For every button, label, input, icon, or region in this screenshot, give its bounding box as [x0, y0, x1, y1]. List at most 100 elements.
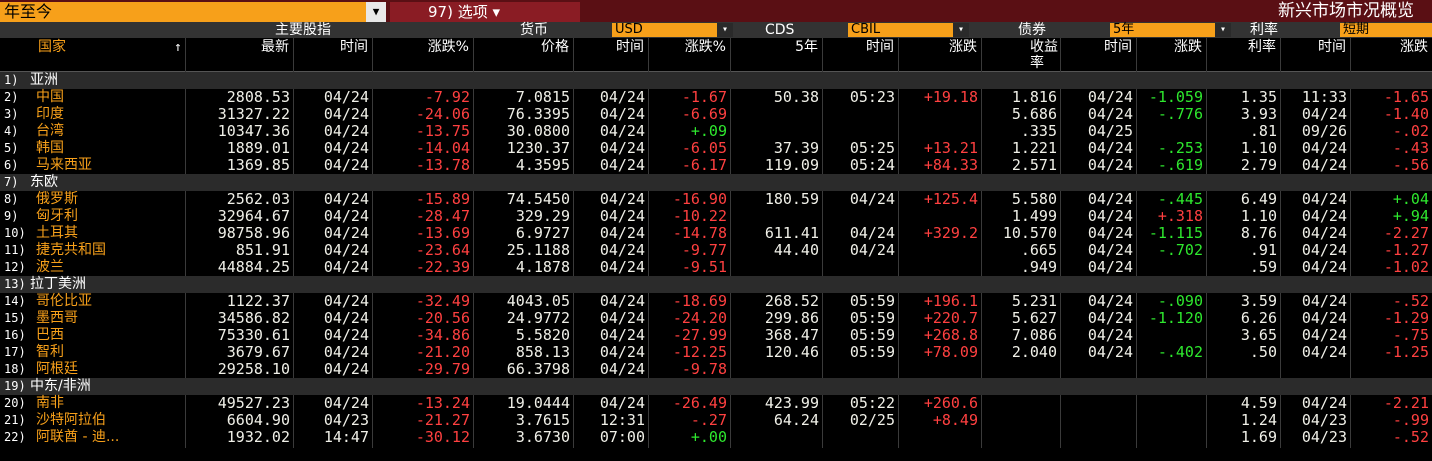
data-cell: -1.115	[1148, 225, 1203, 242]
column-header[interactable]: 时间	[616, 39, 644, 55]
column-separator	[1136, 38, 1137, 448]
column-separator	[1350, 38, 1351, 448]
data-cell: 858.13	[515, 344, 570, 361]
column-header[interactable]: 涨跌	[1400, 39, 1428, 55]
data-cell: 04/25	[1087, 123, 1133, 140]
data-cell: -.619	[1157, 157, 1203, 174]
country-name[interactable]: 马来西亚	[36, 157, 92, 173]
data-cell: 64.24	[773, 412, 819, 429]
selector-dropdown[interactable]: ▾	[953, 23, 969, 37]
section-selector[interactable]: USD	[612, 23, 717, 37]
data-cell: 5.686	[1011, 106, 1057, 123]
data-cell: 1.499	[1011, 208, 1057, 225]
column-header[interactable]: 价格	[541, 39, 569, 55]
data-cell: 34586.82	[217, 310, 290, 327]
data-cell: 04/24	[599, 395, 645, 412]
data-cell: -32.49	[415, 293, 470, 310]
section-label: 利率	[1250, 22, 1278, 38]
data-cell: 05:59	[849, 310, 895, 327]
group-label[interactable]: 亚洲	[30, 72, 58, 88]
data-cell: 37.39	[773, 140, 819, 157]
options-menu[interactable]: 97) 选项 ▾	[428, 3, 501, 21]
column-separator	[898, 38, 899, 448]
options-label[interactable]: 97) 选项	[428, 3, 488, 21]
group-label[interactable]: 拉丁美洲	[30, 276, 86, 292]
data-cell: -13.75	[415, 123, 470, 140]
section-selector[interactable]: 短期	[1340, 23, 1432, 37]
group-label[interactable]: 东欧	[30, 174, 58, 190]
country-name[interactable]: 智利	[36, 344, 64, 360]
section-label: 货币	[520, 22, 548, 38]
column-header[interactable]: 涨跌	[1174, 39, 1202, 55]
data-cell: 1122.37	[226, 293, 290, 310]
data-cell: 04/24	[1301, 191, 1347, 208]
country-name[interactable]: 阿联酋 - 迪...	[36, 429, 120, 445]
column-header[interactable]: 5年	[795, 39, 818, 55]
data-cell: .81	[1249, 123, 1277, 140]
country-name[interactable]: 俄罗斯	[36, 191, 78, 207]
data-cell: 04/24	[1301, 327, 1347, 344]
column-separator	[185, 38, 186, 448]
country-name[interactable]: 台湾	[36, 123, 64, 139]
section-selector[interactable]: 5年	[1110, 23, 1215, 37]
data-cell: 04/24	[1301, 106, 1347, 123]
country-name[interactable]: 捷克共和国	[36, 242, 106, 258]
data-cell: 04/24	[323, 157, 369, 174]
data-cell: 6.9727	[515, 225, 570, 242]
data-cell: 8.76	[1240, 225, 1277, 242]
group-number: 13)	[4, 277, 26, 291]
period-dropdown[interactable]: ▼	[366, 2, 386, 22]
data-cell: 04/24	[599, 310, 645, 327]
country-name[interactable]: 韩国	[36, 140, 64, 156]
data-cell: 04/24	[1087, 140, 1133, 157]
column-header[interactable]: 涨跌%	[427, 39, 469, 55]
country-name[interactable]: 巴西	[36, 327, 64, 343]
column-header[interactable]: 时间	[1104, 39, 1132, 55]
data-cell: 04/24	[1087, 208, 1133, 225]
data-cell: 1.816	[1011, 89, 1057, 106]
period-field[interactable]: 年至今	[0, 2, 366, 22]
data-cell: 368.47	[764, 327, 819, 344]
data-cell: -.27	[690, 412, 727, 429]
country-name[interactable]: 墨西哥	[36, 310, 78, 326]
data-cell: +196.1	[923, 293, 978, 310]
data-cell: 04/24	[599, 361, 645, 378]
column-header[interactable]: 时间	[340, 39, 368, 55]
data-cell: 329.29	[515, 208, 570, 225]
selector-dropdown[interactable]: ▾	[1215, 23, 1231, 37]
country-name[interactable]: 南非	[36, 395, 64, 411]
data-cell: 04/24	[323, 259, 369, 276]
group-label[interactable]: 中东/非洲	[30, 378, 91, 394]
data-cell: 04/24	[1087, 344, 1133, 361]
column-header[interactable]: 时间	[1318, 39, 1346, 55]
country-name[interactable]: 哥伦比亚	[36, 293, 92, 309]
column-header[interactable]: 涨跌	[949, 39, 977, 55]
data-cell: 4.59	[1240, 395, 1277, 412]
column-header[interactable]: 涨跌%	[684, 39, 726, 55]
country-name[interactable]: 印度	[36, 106, 64, 122]
sort-indicator[interactable]: ↑	[174, 40, 182, 55]
country-header[interactable]: 国家	[38, 39, 66, 55]
column-header[interactable]: 收益率	[1030, 39, 1058, 71]
data-cell: 09/26	[1301, 123, 1347, 140]
country-name[interactable]: 匈牙利	[36, 208, 78, 224]
country-name[interactable]: 沙特阿拉伯	[36, 412, 106, 428]
country-name[interactable]: 中国	[36, 89, 64, 105]
data-cell: 04/24	[599, 157, 645, 174]
data-cell: 1.10	[1240, 140, 1277, 157]
section-selector[interactable]: CBIL	[848, 23, 953, 37]
data-cell: 04/24	[323, 123, 369, 140]
selector-dropdown[interactable]: ▾	[717, 23, 733, 37]
country-name[interactable]: 波兰	[36, 259, 64, 275]
country-name[interactable]: 土耳其	[36, 225, 78, 241]
data-cell: -24.06	[415, 106, 470, 123]
data-cell: 04/24	[1301, 344, 1347, 361]
data-cell: 32964.67	[217, 208, 290, 225]
data-cell: 04/24	[849, 242, 895, 259]
column-header[interactable]: 利率	[1248, 39, 1276, 55]
data-cell: -29.79	[415, 361, 470, 378]
column-header[interactable]: 最新	[261, 39, 289, 55]
country-name[interactable]: 阿根廷	[36, 361, 78, 377]
column-header[interactable]: 时间	[866, 39, 894, 55]
